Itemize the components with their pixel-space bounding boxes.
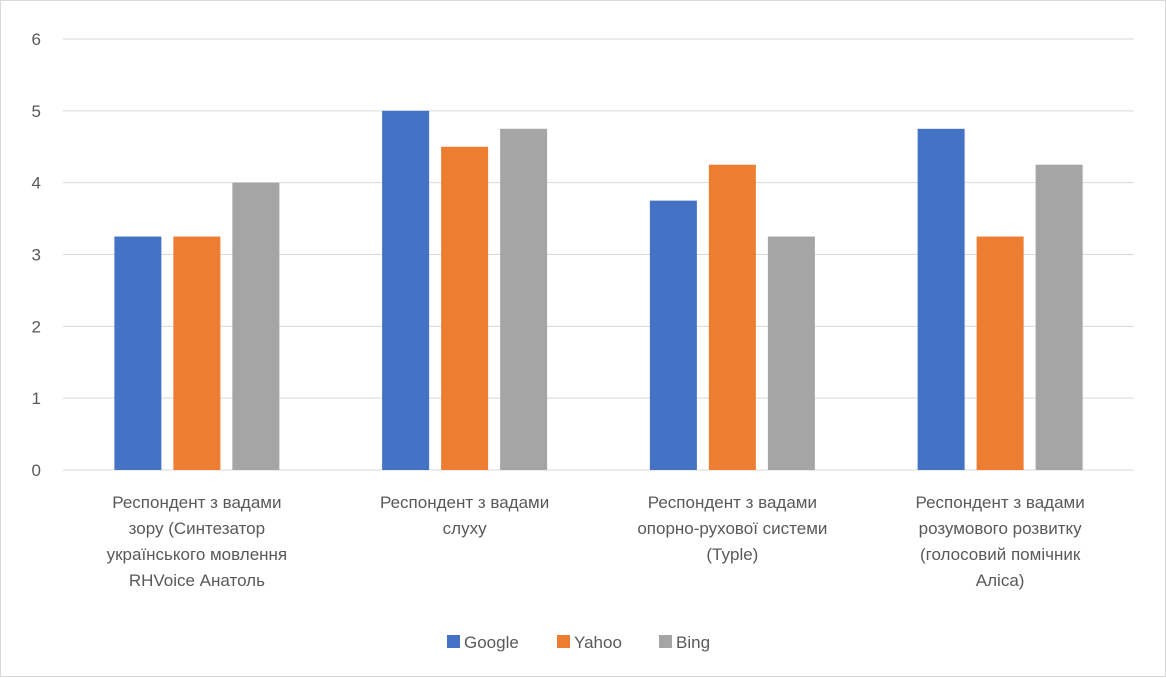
legend-swatch [447, 635, 460, 648]
y-tick-label: 0 [32, 461, 41, 480]
category-label-line: українського мовлення [107, 545, 288, 564]
bar-google-0 [114, 236, 162, 470]
bar-yahoo-0 [173, 236, 221, 470]
y-tick-label: 6 [32, 30, 41, 49]
category-label-line: Респондент з вадами [112, 493, 281, 512]
x-axis-labels: Респондент з вадами зору (Синтезатор украї… [107, 493, 1085, 590]
category-label-line: Аліса) [976, 571, 1025, 590]
bar-yahoo-2 [708, 164, 756, 471]
legend-swatch [659, 635, 672, 648]
category-label-line: RHVoice Анатоль [129, 571, 265, 590]
category-label-line: зору (Синтезатор [129, 519, 265, 538]
y-tick-label: 1 [32, 389, 41, 408]
legend-label: Yahoo [574, 633, 622, 652]
bar-yahoo-3 [976, 236, 1024, 470]
legend-item-yahoo: Yahoo [557, 633, 622, 652]
category-label-line: опорно-рухової системи [637, 519, 827, 538]
category-label-line: слуху [443, 519, 487, 538]
y-tick-label: 3 [32, 246, 41, 265]
bar-bing-0 [232, 182, 280, 470]
category-label: Респондент з вадами розумового розвитку (г… [916, 493, 1085, 590]
legend-item-bing: Bing [659, 633, 710, 652]
bar-google-2 [649, 200, 697, 470]
bar-google-1 [382, 110, 430, 470]
category-label-line: (Typle) [706, 545, 758, 564]
bar-bing-3 [1035, 164, 1083, 471]
legend-item-google: Google [447, 633, 519, 652]
legend-label: Google [464, 633, 519, 652]
category-label-line: Респондент з вадами [380, 493, 549, 512]
bars [114, 110, 1083, 471]
category-label-line: Респондент з вадами [916, 493, 1085, 512]
y-tick-label: 4 [32, 174, 41, 193]
bar-yahoo-1 [441, 146, 489, 470]
category-label-line: (голосовий помічник [920, 545, 1081, 564]
y-tick-label: 5 [32, 102, 41, 121]
legend-label: Bing [676, 633, 710, 652]
bar-bing-2 [767, 236, 815, 470]
category-label: Респондент з вадами опорно-рухової систем… [637, 493, 827, 564]
bar-bing-1 [500, 128, 548, 470]
y-tick-label: 2 [32, 317, 41, 336]
category-label-line: розумового розвитку [919, 519, 1083, 538]
bar-google-3 [917, 128, 965, 470]
category-label: Респондент з вадами слуху [380, 493, 549, 538]
gridlines [63, 38, 1134, 471]
y-axis-ticks: 0 1 2 3 4 5 6 [32, 30, 41, 480]
legend-swatch [557, 635, 570, 648]
category-label: Респондент з вадами зору (Синтезатор украї… [107, 493, 288, 590]
legend: Google Yahoo Bing [447, 633, 710, 652]
category-label-line: Респондент з вадами [648, 493, 817, 512]
